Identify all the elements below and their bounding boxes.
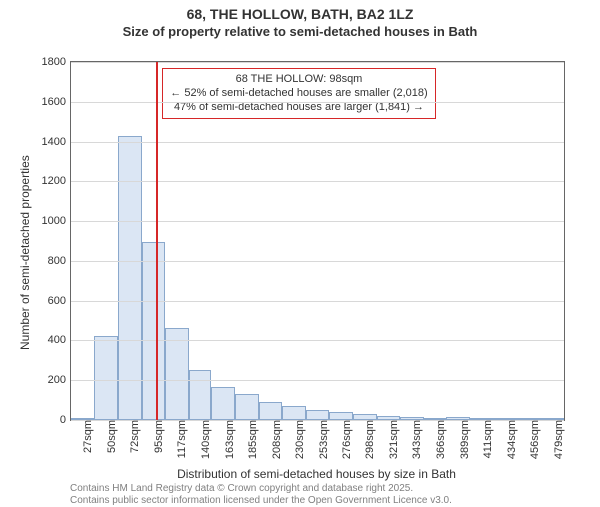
histogram-bar (235, 394, 259, 420)
histogram-bar (306, 410, 329, 420)
gridline-h (71, 62, 564, 63)
x-tick-label: 366sqm (435, 420, 447, 459)
plot-area: 68 THE HOLLOW: 98sqm ← 52% of semi-detac… (70, 61, 565, 421)
reference-line (156, 62, 158, 420)
x-tick-label: 185sqm (247, 420, 259, 459)
x-tick-label: 456sqm (529, 420, 541, 459)
x-tick-label: 72sqm (129, 420, 141, 453)
histogram-bar (211, 387, 235, 420)
attribution-line2: Contains public sector information licen… (70, 495, 452, 507)
chart-title-line1: 68, THE HOLLOW, BATH, BA2 1LZ (0, 6, 600, 22)
histogram-bar (118, 136, 142, 420)
x-tick-label: 389sqm (459, 420, 471, 459)
y-tick-label: 200 (48, 374, 71, 386)
y-tick-label: 1400 (42, 136, 71, 148)
y-tick-label: 0 (60, 414, 71, 426)
x-tick-label: 163sqm (224, 420, 236, 459)
x-tick-label: 50sqm (106, 420, 118, 453)
y-tick-label: 400 (48, 334, 71, 346)
x-tick-label: 253sqm (318, 420, 330, 459)
x-axis-label: Distribution of semi-detached houses by … (70, 467, 563, 481)
x-tick-label: 434sqm (506, 420, 518, 459)
gridline-h (71, 340, 564, 341)
histogram-bar (94, 336, 118, 420)
gridline-h (71, 142, 564, 143)
attribution-line1: Contains HM Land Registry data © Crown c… (70, 483, 452, 495)
x-tick-label: 321sqm (388, 420, 400, 459)
x-tick-label: 343sqm (411, 420, 423, 459)
gridline-h (71, 380, 564, 381)
annotation-line1: 68 THE HOLLOW: 98sqm (170, 73, 427, 87)
x-tick-label: 27sqm (82, 420, 94, 453)
x-tick-label: 298sqm (364, 420, 376, 459)
y-tick-label: 800 (48, 255, 71, 267)
histogram-bar (259, 402, 282, 420)
y-axis-label: Number of semi-detached properties (18, 155, 32, 350)
y-tick-label: 1800 (42, 56, 71, 68)
y-tick-label: 1200 (42, 175, 71, 187)
chart-title-line2: Size of property relative to semi-detach… (0, 24, 600, 39)
annotation-box: 68 THE HOLLOW: 98sqm ← 52% of semi-detac… (162, 68, 435, 119)
x-tick-label: 117sqm (176, 420, 188, 458)
gridline-h (71, 102, 564, 103)
x-tick-label: 411sqm (482, 420, 494, 458)
histogram-bar (282, 406, 306, 420)
histogram-bar (142, 242, 165, 420)
gridline-h (71, 181, 564, 182)
gridline-h (71, 261, 564, 262)
x-tick-label: 479sqm (553, 420, 565, 459)
gridline-h (71, 301, 564, 302)
gridline-h (71, 221, 564, 222)
y-tick-label: 600 (48, 295, 71, 307)
x-tick-label: 95sqm (153, 420, 165, 453)
histogram-bar (329, 412, 353, 420)
attribution: Contains HM Land Registry data © Crown c… (70, 483, 452, 507)
x-tick-label: 208sqm (271, 420, 283, 459)
y-tick-label: 1000 (42, 215, 71, 227)
y-tick-label: 1600 (42, 96, 71, 108)
histogram-bar (189, 370, 212, 420)
x-tick-label: 276sqm (341, 420, 353, 459)
x-tick-label: 230sqm (294, 420, 306, 459)
x-tick-label: 140sqm (200, 420, 212, 459)
annotation-line2: ← 52% of semi-detached houses are smalle… (170, 87, 427, 101)
